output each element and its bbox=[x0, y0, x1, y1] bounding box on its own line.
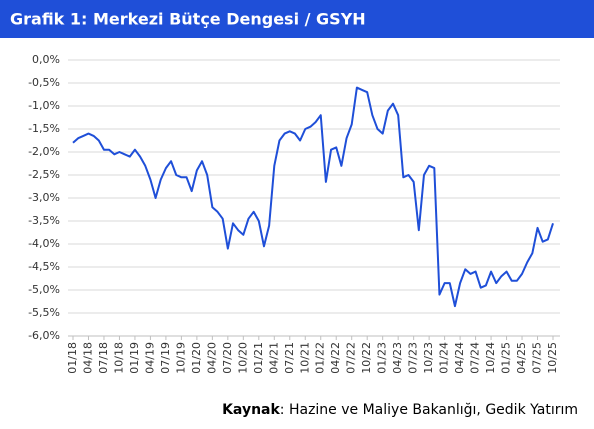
y-tick-label: -0,5% bbox=[28, 76, 60, 89]
y-tick-label: -5,0% bbox=[28, 283, 60, 296]
source: Kaynak: Hazine ve Maliye Bakanlığı, Gedi… bbox=[222, 402, 578, 418]
y-tick-label: -6,0% bbox=[28, 329, 60, 342]
y-tick-label: -4,0% bbox=[28, 237, 60, 250]
y-tick-label: -1,0% bbox=[28, 99, 60, 112]
x-tick-label: 10/20 bbox=[236, 342, 249, 374]
x-tick-label: 07/22 bbox=[345, 342, 358, 374]
x-tick-label: 04/22 bbox=[329, 342, 342, 374]
y-tick-label: -4,5% bbox=[28, 260, 60, 273]
y-tick-label: -1,5% bbox=[28, 122, 60, 135]
y-tick-label: -2,0% bbox=[28, 145, 60, 158]
x-tick-label: 01/18 bbox=[66, 342, 79, 374]
x-tick-label: 07/18 bbox=[97, 342, 110, 374]
x-tick-label: 04/20 bbox=[205, 342, 218, 374]
x-tick-label: 10/23 bbox=[422, 342, 435, 374]
y-tick-label: -2,5% bbox=[28, 168, 60, 181]
x-tick-label: 10/22 bbox=[360, 342, 373, 374]
x-tick-label: 10/18 bbox=[112, 342, 125, 374]
x-tick-label: 07/25 bbox=[531, 342, 544, 374]
line-series bbox=[72, 86, 554, 308]
x-tick-label: 01/21 bbox=[252, 342, 265, 374]
source-text: : Hazine ve Maliye Bakanlığı, Gedik Yatı… bbox=[280, 402, 578, 418]
x-tick-label: 10/19 bbox=[174, 342, 187, 374]
x-tick-label: 07/20 bbox=[221, 342, 234, 374]
x-tick-label: 07/23 bbox=[407, 342, 420, 374]
x-tick-label: 01/22 bbox=[314, 342, 327, 374]
x-tick-label: 04/18 bbox=[81, 342, 94, 374]
x-tick-label: 01/25 bbox=[500, 342, 513, 374]
y-tick-label: 0,0% bbox=[32, 53, 60, 66]
y-tick-label: -3,0% bbox=[28, 191, 60, 204]
x-tick-label: 04/25 bbox=[515, 342, 528, 374]
y-tick-label: -5,5% bbox=[28, 306, 60, 319]
x-tick-label: 01/19 bbox=[128, 342, 141, 374]
x-tick-label: 07/21 bbox=[283, 342, 296, 374]
x-tick-label: 07/24 bbox=[469, 342, 482, 374]
y-tick-label: -3,5% bbox=[28, 214, 60, 227]
x-tick-label: 04/19 bbox=[143, 342, 156, 374]
source-label: Kaynak bbox=[222, 402, 280, 418]
x-tick-label: 10/25 bbox=[546, 342, 559, 374]
chart-title: Grafik 1: Merkezi Bütçe Dengesi / GSYH bbox=[10, 10, 366, 29]
x-tick-label: 10/24 bbox=[484, 342, 497, 374]
x-tick-label: 07/19 bbox=[159, 342, 172, 374]
x-tick-label: 01/23 bbox=[376, 342, 389, 374]
x-tick-label: 04/21 bbox=[267, 342, 280, 374]
x-tick-label: 01/20 bbox=[190, 342, 203, 374]
x-tick-label: 01/24 bbox=[438, 342, 451, 374]
x-tick-label: 04/23 bbox=[391, 342, 404, 374]
x-tick-label: 10/21 bbox=[298, 342, 311, 374]
title-bar bbox=[0, 0, 594, 38]
x-tick-label: 04/24 bbox=[453, 342, 466, 374]
